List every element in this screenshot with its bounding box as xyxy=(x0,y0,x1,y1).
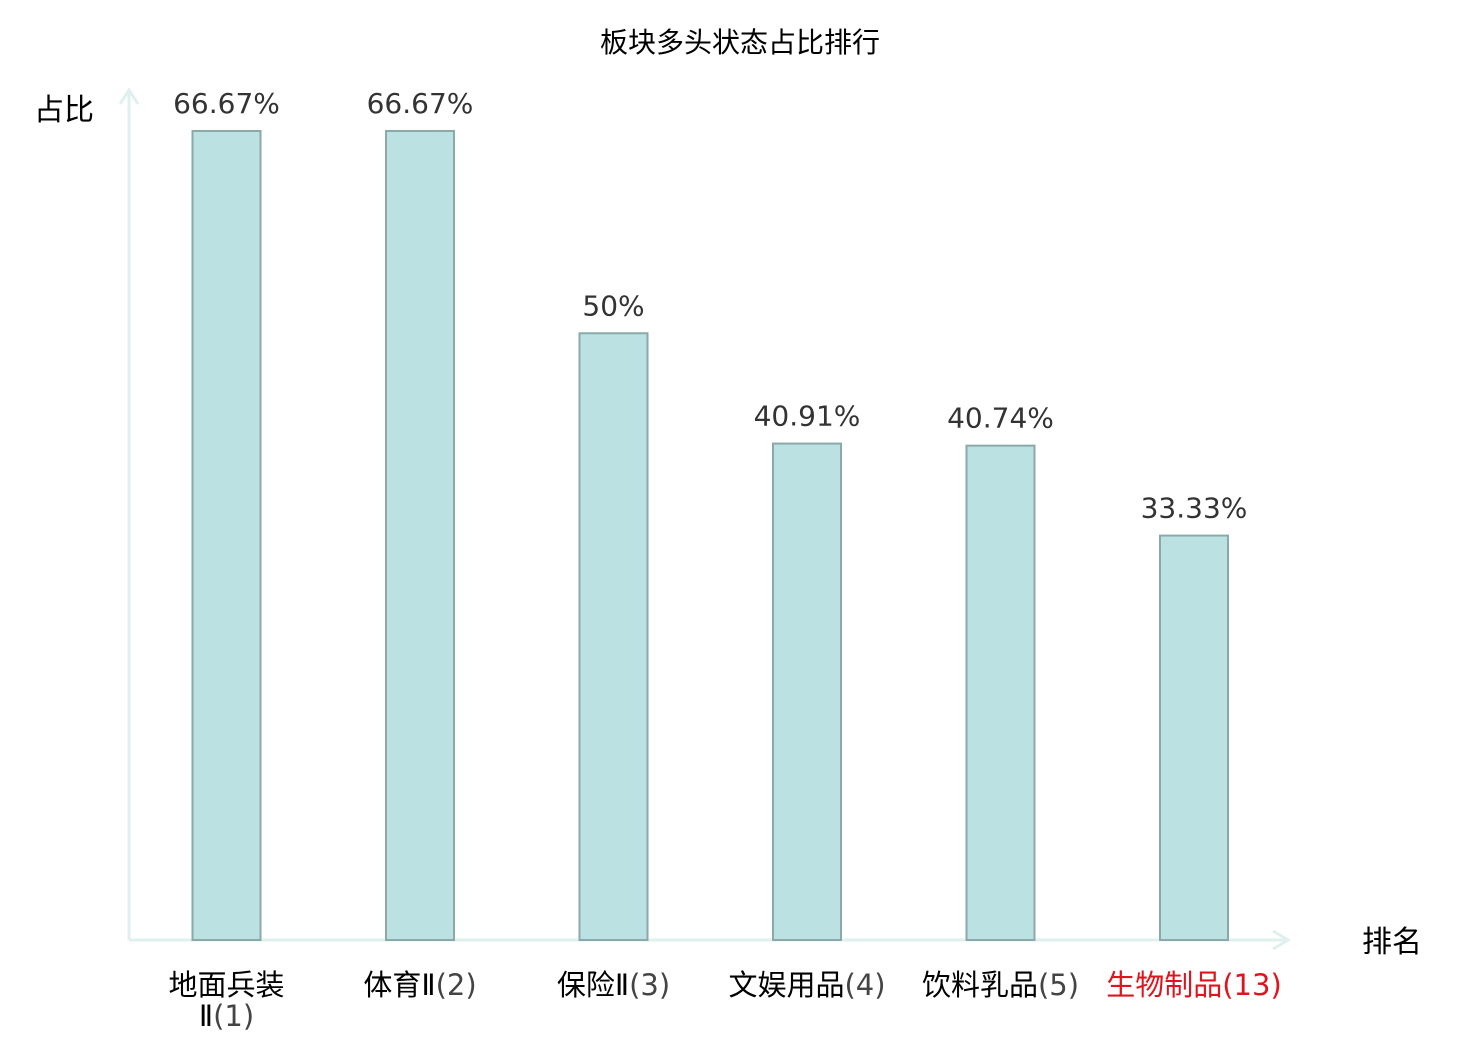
category-label-line-2: Ⅱ(1) xyxy=(199,999,254,1033)
value-labels: 66.67% 66.67% 50% 40.91% 40.74% 33.33% xyxy=(173,87,1247,525)
bar-value-label: 66.67% xyxy=(367,87,474,120)
x-axis-arrow-icon xyxy=(1272,929,1291,951)
category-label: 文娱用品(4) xyxy=(728,968,885,1002)
bar xyxy=(578,332,649,941)
bar-value-label: 40.74% xyxy=(947,402,1054,435)
bar xyxy=(191,130,262,941)
category-label: 地面兵装 xyxy=(168,968,284,1002)
bar xyxy=(385,130,455,941)
bar xyxy=(1159,534,1229,941)
category-label: 保险Ⅱ(3) xyxy=(557,968,670,1002)
bar xyxy=(772,442,842,941)
bar-value-label: 33.33% xyxy=(1141,492,1248,525)
bar xyxy=(965,444,1036,941)
category-label: 生物制品(13) xyxy=(1106,968,1282,1002)
chart-title: 板块多头状态占比排行 xyxy=(600,26,880,59)
bars xyxy=(191,130,1229,941)
axes xyxy=(118,87,1291,951)
bar-value-label: 50% xyxy=(582,289,644,322)
category-label: 饮料乳品(5) xyxy=(922,968,1079,1002)
x-axis-label: 排名 xyxy=(1362,925,1422,960)
category-label: 体育Ⅱ(2) xyxy=(363,968,476,1002)
y-axis-arrow-icon xyxy=(118,87,140,105)
y-axis-label: 占比 xyxy=(34,93,94,128)
bar-value-label: 40.91% xyxy=(754,400,861,433)
bar-value-label: 66.67% xyxy=(173,87,280,120)
